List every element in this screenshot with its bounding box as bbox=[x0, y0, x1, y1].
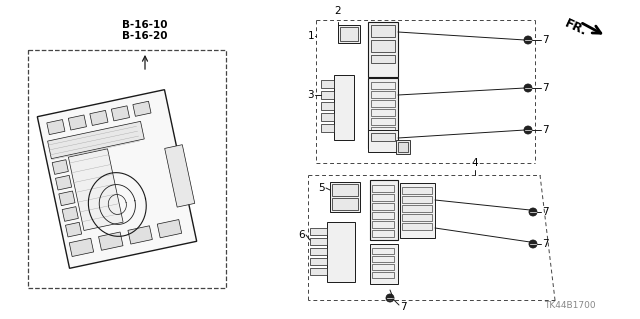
Bar bbox=[371, 100, 395, 107]
Bar bbox=[321, 102, 334, 110]
Bar bbox=[372, 248, 394, 254]
Bar bbox=[372, 264, 394, 270]
Text: 6: 6 bbox=[298, 230, 305, 240]
Bar bbox=[398, 142, 408, 152]
Bar bbox=[334, 75, 354, 140]
Bar bbox=[400, 183, 435, 238]
Text: B-16-10: B-16-10 bbox=[122, 20, 168, 30]
Circle shape bbox=[524, 84, 532, 92]
Bar bbox=[402, 205, 432, 212]
Bar bbox=[372, 272, 394, 278]
Text: 5: 5 bbox=[318, 183, 325, 193]
Bar bbox=[372, 194, 394, 201]
Bar bbox=[310, 268, 327, 275]
Bar bbox=[321, 124, 334, 132]
Bar bbox=[368, 78, 398, 148]
Text: 7: 7 bbox=[542, 125, 548, 135]
Bar bbox=[402, 223, 432, 230]
Text: 1: 1 bbox=[307, 31, 314, 41]
Text: 7: 7 bbox=[542, 207, 548, 217]
Bar bbox=[310, 258, 327, 265]
Polygon shape bbox=[37, 90, 196, 268]
Circle shape bbox=[524, 36, 532, 44]
Bar bbox=[371, 40, 395, 52]
Polygon shape bbox=[47, 120, 65, 135]
Bar bbox=[321, 80, 334, 88]
Polygon shape bbox=[133, 101, 151, 116]
Text: 2: 2 bbox=[335, 6, 341, 16]
Bar bbox=[371, 136, 395, 143]
Bar bbox=[372, 221, 394, 228]
Bar bbox=[330, 182, 360, 212]
Bar bbox=[321, 113, 334, 121]
Bar bbox=[402, 196, 432, 203]
Bar bbox=[310, 248, 327, 255]
Circle shape bbox=[529, 240, 537, 248]
Polygon shape bbox=[111, 106, 129, 121]
Polygon shape bbox=[68, 149, 123, 231]
Circle shape bbox=[386, 294, 394, 302]
Bar bbox=[28, 50, 226, 288]
Bar bbox=[402, 187, 432, 194]
Bar bbox=[372, 256, 394, 262]
Polygon shape bbox=[52, 160, 68, 174]
Bar bbox=[371, 55, 395, 63]
Bar bbox=[370, 244, 398, 284]
Polygon shape bbox=[56, 175, 72, 190]
Text: 7: 7 bbox=[542, 83, 548, 93]
Bar bbox=[368, 130, 398, 152]
Text: TK44B1700: TK44B1700 bbox=[544, 300, 596, 309]
Text: 4: 4 bbox=[472, 158, 478, 168]
Bar bbox=[368, 22, 398, 77]
Bar bbox=[371, 109, 395, 116]
Bar bbox=[371, 25, 395, 37]
Circle shape bbox=[529, 208, 537, 216]
Polygon shape bbox=[157, 219, 182, 238]
Bar bbox=[338, 25, 360, 43]
Text: 7: 7 bbox=[400, 302, 406, 312]
Bar bbox=[371, 118, 395, 125]
Bar bbox=[372, 212, 394, 219]
Bar bbox=[332, 184, 358, 196]
Text: 7: 7 bbox=[542, 239, 548, 249]
Polygon shape bbox=[128, 226, 152, 244]
Polygon shape bbox=[59, 191, 75, 206]
Bar bbox=[310, 238, 327, 245]
Bar bbox=[371, 82, 395, 89]
Bar bbox=[332, 198, 358, 210]
Bar bbox=[371, 91, 395, 98]
Bar bbox=[371, 127, 395, 134]
Polygon shape bbox=[68, 115, 86, 130]
Bar bbox=[340, 27, 358, 41]
Polygon shape bbox=[164, 145, 195, 207]
Polygon shape bbox=[47, 121, 144, 159]
Bar bbox=[402, 214, 432, 221]
Polygon shape bbox=[62, 207, 78, 221]
Bar bbox=[327, 222, 355, 282]
Text: 7: 7 bbox=[542, 35, 548, 45]
Bar bbox=[396, 140, 410, 154]
Text: 3: 3 bbox=[307, 90, 314, 100]
Bar bbox=[371, 133, 395, 141]
Polygon shape bbox=[69, 238, 93, 256]
Circle shape bbox=[524, 126, 532, 134]
Bar bbox=[370, 180, 398, 240]
Bar bbox=[372, 203, 394, 210]
Polygon shape bbox=[99, 232, 123, 250]
Bar bbox=[372, 185, 394, 192]
Text: B-16-20: B-16-20 bbox=[122, 31, 168, 41]
Bar bbox=[372, 230, 394, 237]
Bar bbox=[321, 91, 334, 99]
Bar bbox=[310, 228, 327, 235]
Polygon shape bbox=[65, 222, 82, 237]
Polygon shape bbox=[90, 110, 108, 125]
Text: FR.: FR. bbox=[563, 17, 589, 39]
